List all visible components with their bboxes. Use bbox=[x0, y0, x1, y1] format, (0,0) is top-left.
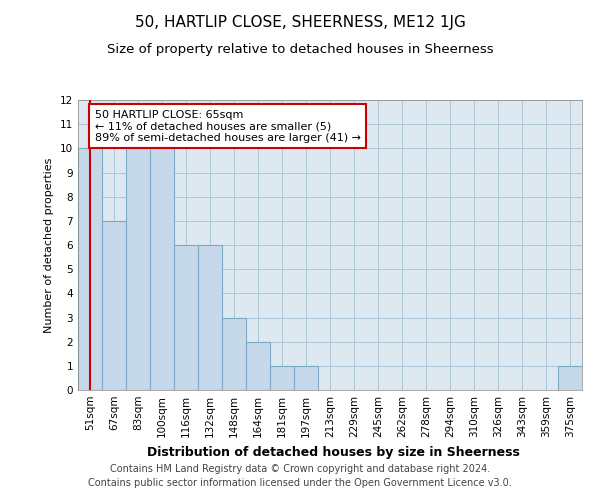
Bar bbox=[102, 221, 126, 390]
Bar bbox=[174, 245, 198, 390]
Text: Distribution of detached houses by size in Sheerness: Distribution of detached houses by size … bbox=[146, 446, 520, 459]
Bar bbox=[150, 148, 174, 390]
Bar bbox=[294, 366, 318, 390]
Bar bbox=[78, 148, 102, 390]
Text: 50 HARTLIP CLOSE: 65sqm
← 11% of detached houses are smaller (5)
89% of semi-det: 50 HARTLIP CLOSE: 65sqm ← 11% of detache… bbox=[95, 110, 361, 143]
Y-axis label: Number of detached properties: Number of detached properties bbox=[44, 158, 55, 332]
Bar bbox=[558, 366, 582, 390]
Bar bbox=[246, 342, 270, 390]
Bar bbox=[222, 318, 246, 390]
Text: 50, HARTLIP CLOSE, SHEERNESS, ME12 1JG: 50, HARTLIP CLOSE, SHEERNESS, ME12 1JG bbox=[134, 15, 466, 30]
Text: Contains HM Land Registry data © Crown copyright and database right 2024.
Contai: Contains HM Land Registry data © Crown c… bbox=[88, 464, 512, 487]
Bar bbox=[126, 148, 150, 390]
Bar bbox=[270, 366, 294, 390]
Text: Size of property relative to detached houses in Sheerness: Size of property relative to detached ho… bbox=[107, 42, 493, 56]
Bar bbox=[198, 245, 222, 390]
